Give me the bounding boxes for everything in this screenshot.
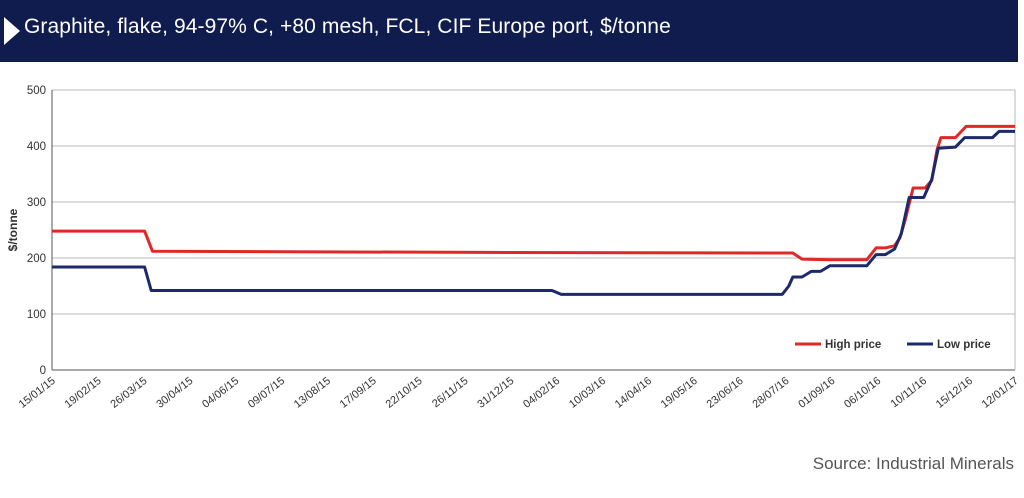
x-tick-label: 19/05/16 <box>659 375 700 411</box>
legend-label-high-price: High price <box>825 339 881 351</box>
x-tick-label: 04/06/15 <box>200 375 241 411</box>
title-arrow-icon <box>4 17 20 45</box>
x-tick-label: 30/04/15 <box>154 375 195 411</box>
x-tick-label: 19/02/15 <box>63 375 104 411</box>
x-tick-label: 22/10/15 <box>384 375 425 411</box>
x-tick-label: 13/08/15 <box>292 375 333 411</box>
x-tick-label: 31/12/15 <box>475 375 516 411</box>
y-tick-label: 300 <box>27 197 46 209</box>
series-line-high-price <box>52 124 1015 262</box>
x-tick-label: 10/11/16 <box>889 375 929 410</box>
x-tick-label: 12/01/17 <box>980 375 1021 411</box>
y-tick-label: 200 <box>27 253 46 265</box>
x-tick-label: 01/09/16 <box>796 375 837 411</box>
x-tick-label: 15/01/15 <box>17 375 58 411</box>
title-bar: Graphite, flake, 94-97% C, +80 mesh, FCL… <box>0 0 1018 62</box>
y-tick-label: 500 <box>27 85 46 97</box>
x-tick-label: 26/03/15 <box>108 375 149 411</box>
x-tick-label: 15/12/16 <box>934 375 975 411</box>
x-tick-label: 28/07/16 <box>750 375 791 411</box>
x-tick-label: 23/06/16 <box>705 375 746 411</box>
chart-title: Graphite, flake, 94-97% C, +80 mesh, FCL… <box>24 15 671 38</box>
y-tick-label: 100 <box>27 309 46 321</box>
series-line-low-price <box>52 129 1015 296</box>
y-axis-label: $/tonne <box>6 208 20 251</box>
source-note: Source: Industrial Minerals <box>812 454 1014 473</box>
y-tick-label: 0 <box>40 365 46 377</box>
x-tick-label: 26/11/15 <box>430 375 470 410</box>
x-tick-label: 10/03/16 <box>567 375 608 411</box>
x-tick-label: 09/07/15 <box>246 375 287 411</box>
x-tick-label: 14/04/16 <box>613 375 654 411</box>
x-tick-label: 17/09/15 <box>338 375 379 411</box>
x-tick-label: 06/10/16 <box>842 375 883 411</box>
y-tick-label: 400 <box>27 141 46 153</box>
legend-label-low-price: Low price <box>937 339 991 351</box>
x-tick-label: 04/02/16 <box>521 375 562 411</box>
